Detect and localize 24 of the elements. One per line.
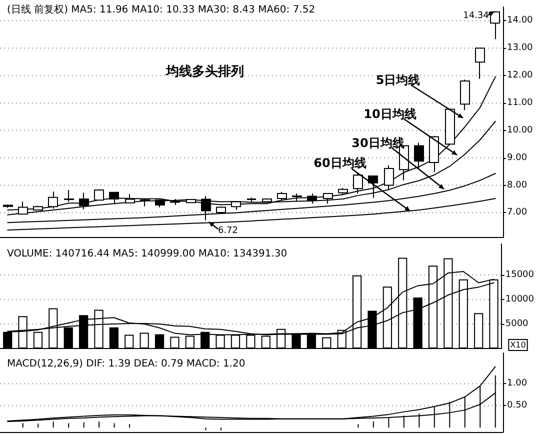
y-tick-label: 10000 <box>505 294 534 304</box>
y-tick-label: 0.50 <box>507 400 528 411</box>
y-tick-label: 9.00 <box>507 152 528 163</box>
annotation: 5日均线 <box>376 73 420 87</box>
y-tick-label: 12.00 <box>507 70 534 81</box>
y-tick-label: 11.00 <box>507 98 534 108</box>
y-tick-label: 8.00 <box>507 180 528 190</box>
y-tick-label: 5000 <box>505 318 529 329</box>
annotation: 30日均线 <box>352 136 404 150</box>
annotation: 14.34 <box>463 11 490 21</box>
y-tick-label: 7.00 <box>507 208 528 218</box>
annotation: 均线多头排列 <box>165 64 244 80</box>
text: MACD(12,26,9) DIF: 1.39 DEA: 0.79 MACD: 1.20 <box>7 358 246 370</box>
y-tick-label: 15000 <box>505 270 534 280</box>
y-tick-label: 13.00 <box>507 43 534 54</box>
chart-title: VOLUME: 140716.44 MA5: 140999.00 MA10: 134391.30 <box>7 248 288 260</box>
y-tick-label: 10.00 <box>507 125 534 136</box>
y-tick-label: 14.00 <box>507 16 534 26</box>
annotation: 60日均线 <box>314 156 366 170</box>
annotation: 10日均线 <box>364 107 416 121</box>
annotation: 6.72 <box>218 226 238 236</box>
chart-title: (日线 前复权) MA5: 11.96 MA10: 10.33 MA30: 8.43 MA60: 7.52 <box>7 4 316 16</box>
text: X10 <box>510 340 526 350</box>
y-tick-label: 1.00 <box>507 378 528 389</box>
